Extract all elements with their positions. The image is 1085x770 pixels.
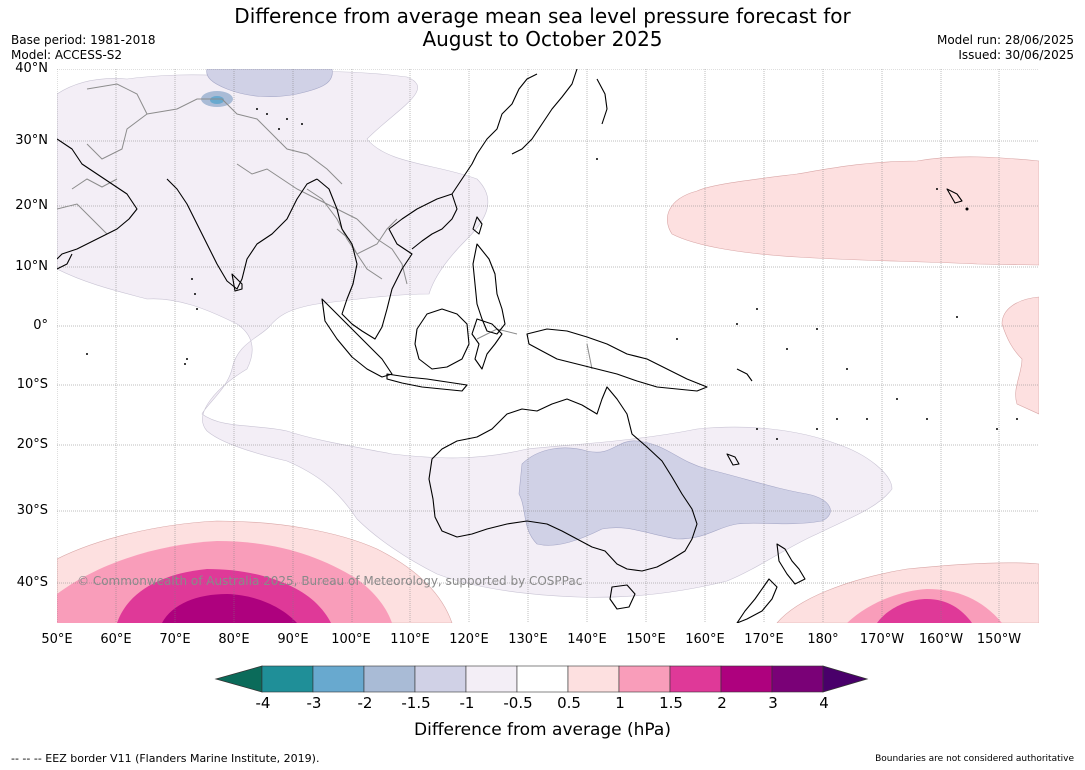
lon-label-90e: 90°E: [277, 632, 309, 647]
lat-label-30s: 30°S: [16, 503, 48, 518]
colorbar-swatch: [261, 665, 314, 693]
lon-label-150e: 150°E: [626, 632, 666, 647]
lon-label-150w: 150°W: [976, 632, 1022, 647]
colorbar-swatch: [312, 665, 365, 693]
lon-label-120e: 120°E: [449, 632, 489, 647]
colorbar-label: -1.5: [401, 694, 431, 712]
colorbar-label: -1: [459, 694, 475, 712]
lon-label-80e: 80°E: [218, 632, 250, 647]
longitude-gridlines: [57, 69, 1000, 623]
map-canvas: [57, 69, 1039, 623]
lon-label-70e: 70°E: [159, 632, 191, 647]
anomaly-region-negative-1: [206, 69, 831, 546]
colorbar-swatch: [567, 665, 620, 693]
colorbar-label: -4: [255, 694, 271, 712]
colorbar-swatch: [669, 665, 722, 693]
small-islands: [86, 108, 1018, 440]
lat-label-30n: 30°N: [15, 133, 48, 148]
lat-label-equator: 0°: [33, 318, 48, 333]
run-info: Model run: 28/06/2025 Issued: 30/06/2025: [937, 33, 1074, 63]
boundaries-disclaimer: Boundaries are not considered authoritat…: [875, 754, 1074, 764]
lat-label-20n: 20°N: [15, 198, 48, 213]
colorbar-extension-low: [214, 665, 263, 693]
lon-label-140e: 140°E: [567, 632, 607, 647]
colorbar-swatch: [516, 665, 569, 693]
colorbar-label: 2: [717, 694, 727, 712]
colorbar-swatch: [414, 665, 467, 693]
lon-label-110e: 110°E: [390, 632, 430, 647]
colorbar-label: 1.5: [659, 694, 683, 712]
model-run-date: Model run: 28/06/2025: [936, 33, 1074, 47]
lat-label-40s: 40°S: [16, 575, 48, 590]
lon-label-100e: 100°E: [331, 632, 371, 647]
colorbar-title: Difference from average (hPa): [414, 720, 671, 740]
colorbar: [214, 665, 869, 693]
lat-label-10s: 10°S: [16, 377, 48, 392]
lon-label-130e: 130°E: [508, 632, 548, 647]
anomaly-region-positive-2: [162, 594, 297, 623]
colorbar-swatches: [214, 665, 869, 693]
colorbar-swatch: [618, 665, 671, 693]
title-line-1: Difference from average mean sea level p…: [234, 4, 851, 28]
colorbar-extension-high: [822, 665, 869, 693]
colorbar-swatch: [363, 665, 416, 693]
lon-label-160e: 160°E: [685, 632, 725, 647]
colorbar-swatch: [771, 665, 824, 693]
model-name: Model: ACCESS-S2: [11, 48, 123, 62]
issued-date: Issued: 30/06/2025: [958, 48, 1074, 62]
lon-label-160w: 160°W: [918, 632, 964, 647]
lon-label-170e: 170°E: [744, 632, 784, 647]
coastlines: [57, 69, 963, 623]
title-line-2: August to October 2025: [422, 27, 663, 51]
lat-label-40n: 40°N: [15, 61, 48, 76]
lon-label-170w: 170°W: [859, 632, 905, 647]
copyright-notice: © Commonwealth of Australia 2025, Bureau…: [77, 574, 583, 588]
map-panel: [57, 69, 1039, 623]
lon-label-180: 180°: [807, 632, 839, 647]
colorbar-label: -0.5: [503, 694, 533, 712]
colorbar-label: -3: [306, 694, 322, 712]
colorbar-label: -2: [357, 694, 373, 712]
lat-label-10n: 10°N: [15, 259, 48, 274]
eez-border-legend: -- -- -- EEZ border V11 (Flanders Marine…: [11, 752, 320, 765]
colorbar-label: 0.5: [557, 694, 581, 712]
colorbar-swatch: [720, 665, 773, 693]
colorbar-label: 4: [819, 694, 829, 712]
colorbar-label: 1: [615, 694, 625, 712]
model-info: Base period: 1981-2018 Model: ACCESS-S2: [11, 33, 156, 63]
map-title: Difference from average mean sea level p…: [0, 5, 1085, 51]
colorbar-label: 3: [768, 694, 778, 712]
base-period: Base period: 1981-2018: [11, 33, 156, 47]
lon-label-60e: 60°E: [100, 632, 132, 647]
lon-label-50e: 50°E: [41, 632, 73, 647]
colorbar-swatch: [465, 665, 518, 693]
latitude-gridlines: [57, 69, 1039, 584]
lat-label-20s: 20°S: [16, 437, 48, 452]
